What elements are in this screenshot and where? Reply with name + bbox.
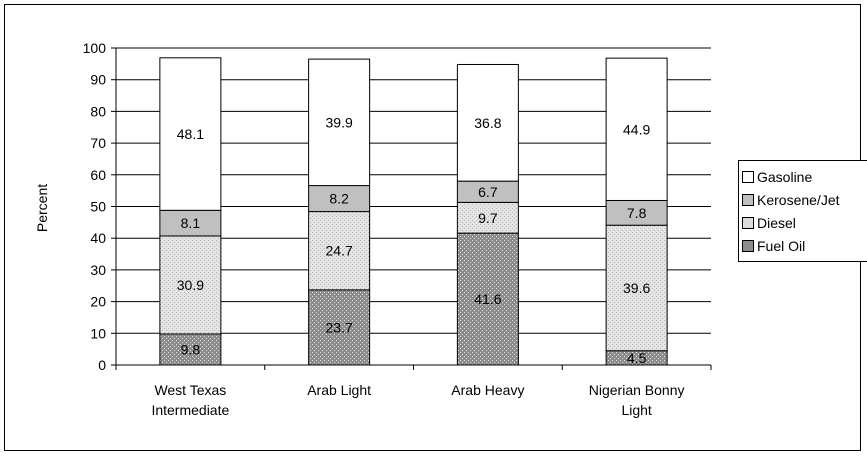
legend-swatch xyxy=(742,216,754,229)
y-tick-label: 80 xyxy=(90,103,106,119)
bar-segment-gasoline xyxy=(159,57,222,211)
y-tick-label: 90 xyxy=(90,72,106,88)
legend-label: Kerosene/Jet xyxy=(757,191,840,208)
bar-segment-diesel xyxy=(159,235,222,335)
legend-item: Kerosene/Jet xyxy=(742,188,864,211)
data-label: 39.9 xyxy=(326,114,353,130)
legend-swatch xyxy=(742,170,754,183)
bar-segment-gasoline xyxy=(456,63,519,182)
bars: 9.8 30.9 8.1 48.1 23.7 24.7 8.2 39.9 41.6 9.7 6.7 3… xyxy=(159,57,668,366)
bar-segment-diesel xyxy=(308,211,371,291)
legend-label: Fuel Oil xyxy=(757,237,806,254)
bar-segment-kerosene-jet xyxy=(308,185,371,213)
bar-segment-kerosene-jet xyxy=(159,209,222,237)
y-tick-label: 40 xyxy=(90,230,106,246)
data-label: 48.1 xyxy=(177,126,204,142)
axes: 0 10 20 30 40 50 60 70 80 90 100 West Texas Intermed… xyxy=(83,40,712,418)
x-category-label: Arab Light xyxy=(307,382,371,398)
y-tick-label: 50 xyxy=(90,199,106,215)
data-label: 4.5 xyxy=(627,350,647,366)
bar-segment-diesel xyxy=(605,224,668,352)
legend-item: Fuel Oil xyxy=(742,234,864,257)
data-label: 39.6 xyxy=(623,280,650,296)
y-tick-label: 30 xyxy=(90,262,106,278)
legend-label: Diesel xyxy=(757,214,796,231)
data-label: 7.8 xyxy=(627,205,647,221)
legend-label: Gasoline xyxy=(757,168,813,185)
legend-swatch xyxy=(742,193,754,206)
legend: Gasoline Kerosene/Jet Diesel Fuel Oil xyxy=(738,160,867,262)
legend-item: Gasoline xyxy=(742,165,864,188)
data-label: 30.9 xyxy=(177,277,204,293)
data-label: 23.7 xyxy=(326,319,353,335)
data-label: 9.8 xyxy=(181,341,201,357)
y-tick-label: 100 xyxy=(83,40,107,56)
y-tick-label: 20 xyxy=(90,294,106,310)
bar-segment-kerosene-jet xyxy=(605,199,668,226)
x-category-label: Arab Heavy xyxy=(451,382,524,398)
bar-segment-gasoline xyxy=(605,57,668,201)
y-axis-label: Percent xyxy=(34,184,50,232)
y-tick-label: 0 xyxy=(98,357,106,373)
data-label: 36.8 xyxy=(474,115,501,131)
data-label: 44.9 xyxy=(623,121,650,137)
y-tick-label: 10 xyxy=(90,325,106,341)
x-category-label: Nigerian Bonny Light xyxy=(589,382,685,418)
data-label: 9.7 xyxy=(478,210,498,226)
data-label: 24.7 xyxy=(326,243,353,259)
legend-item: Diesel xyxy=(742,211,864,234)
y-tick-label: 60 xyxy=(90,167,106,183)
data-label: 8.2 xyxy=(329,191,349,207)
data-label: 6.7 xyxy=(478,184,498,200)
stacked-bar-chart: 9.8 30.9 8.1 48.1 23.7 24.7 8.2 39.9 41.6 9.7 6.7 3… xyxy=(34,40,712,418)
chart-frame: 9.8 30.9 8.1 48.1 23.7 24.7 8.2 39.9 41.6 9.7 6.7 3… xyxy=(4,4,867,451)
bar-segment-fuel-oil xyxy=(456,232,519,366)
data-label: 41.6 xyxy=(474,291,501,307)
bar-segment-diesel xyxy=(456,201,519,234)
x-category-label: West Texas Intermediate xyxy=(151,382,229,418)
legend-swatch xyxy=(742,239,754,252)
bar-segment-fuel-oil xyxy=(308,289,371,366)
y-tick-label: 70 xyxy=(90,135,106,151)
data-label: 8.1 xyxy=(181,215,201,231)
bar-segment-gasoline xyxy=(308,58,371,187)
